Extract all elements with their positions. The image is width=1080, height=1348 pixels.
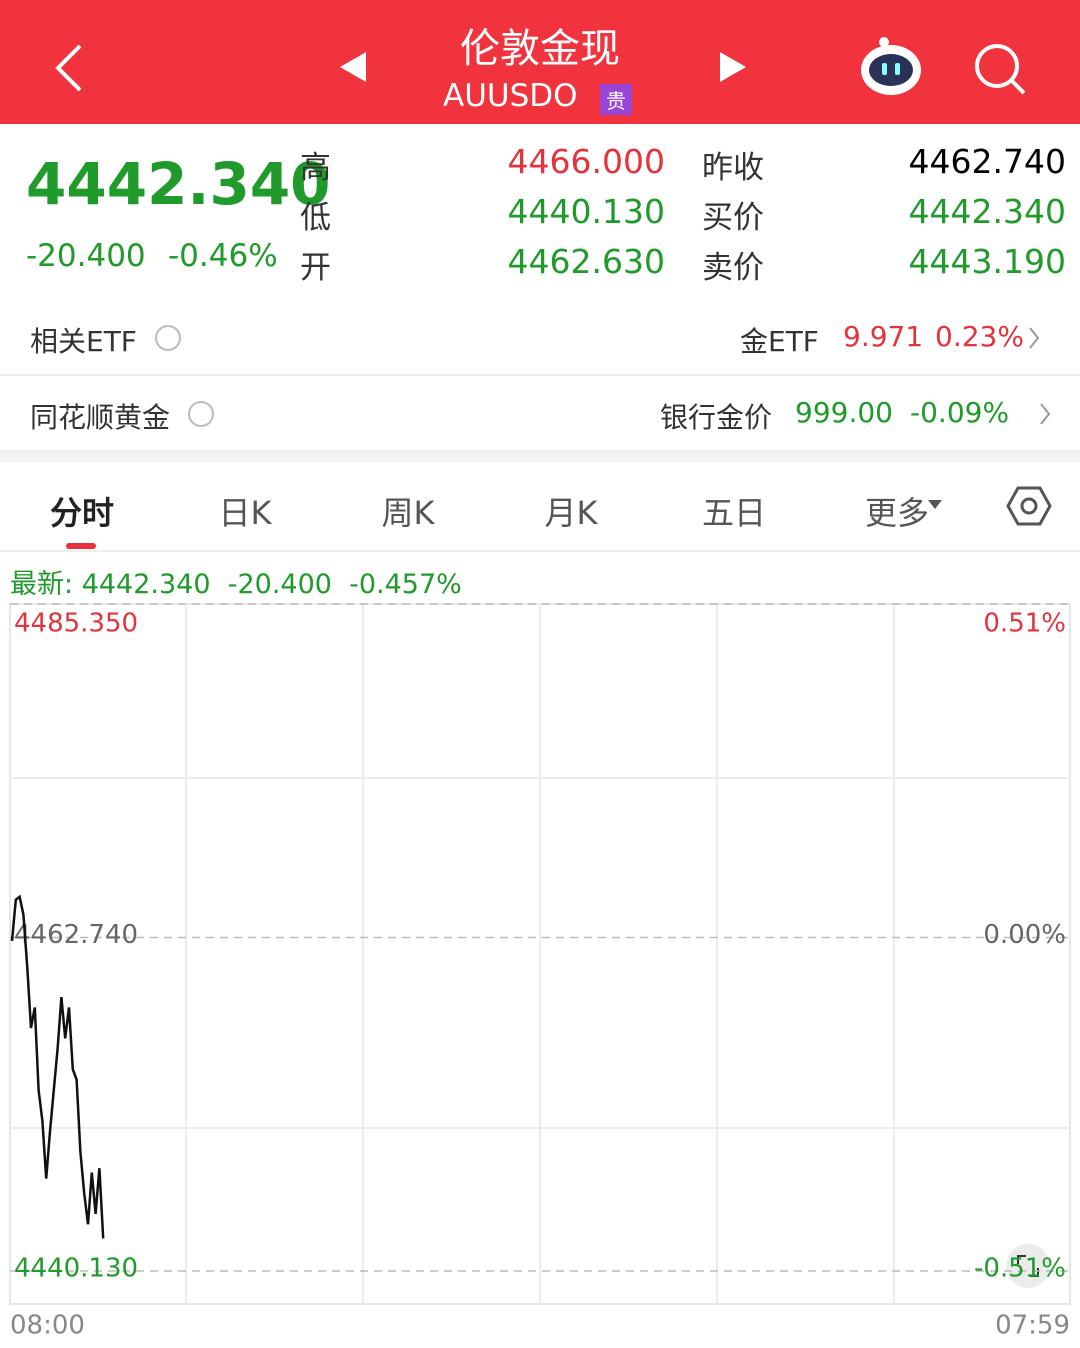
header: 伦敦金现 AUUSDO 贵 [0,0,1080,124]
search[interactable] [975,44,1026,95]
tab[interactable]: 五日 [701,494,766,532]
grid [10,604,1070,1304]
row-label: 同花顺黄金 [30,401,171,434]
stat-value: 4443.190 [908,242,1066,281]
symbol: AUUSDO [443,78,578,114]
bank-row[interactable]: 同花顺黄金 银行金价 999.00 -0.09% [0,376,1080,452]
stat-value: 4466.000 [507,142,665,181]
price-line [10,894,105,1239]
tab[interactable]: 更多 [864,494,929,532]
y-tick-label: 4485.350 [14,609,138,639]
y2-tick-label: 0.51% [983,609,1066,639]
y-tick-label: 4440.130 [14,1254,138,1284]
tab-indicator [66,543,96,549]
change: -20.400 [26,238,146,274]
tab[interactable]: 日K [218,494,272,532]
x-tick-label: 07:59 [995,1311,1070,1341]
tab[interactable]: 分时 [49,494,114,532]
stat-label: 开 [300,250,331,286]
settings[interactable] [1006,486,1052,526]
y2-tick-label: -0.51% [974,1254,1066,1284]
header-icons [55,37,1026,95]
robot[interactable] [861,37,921,95]
x-tick-label: 08:00 [10,1311,85,1341]
latest-price: 4442.340 [81,569,211,600]
row-icons [188,401,1051,427]
tab[interactable]: 周K [381,494,435,532]
row-icons [155,325,1040,351]
stat-label: 买价 [702,200,764,236]
stat-value: 4462.740 [908,142,1066,181]
y2-tick-label: 0.00% [983,920,1066,950]
stat-value: 4440.130 [507,192,665,231]
stat-label: 低 [300,200,331,236]
stat-label: 卖价 [702,250,764,286]
y-tick-label: 4462.740 [14,920,138,950]
row-value: 9.971 [843,320,924,353]
latest: 最新: 4442.340 -20.400 -0.457% [10,562,462,601]
row-value: 999.00 [795,396,893,429]
change-pct: -0.46% [168,238,278,274]
tab[interactable]: 月K [544,494,598,532]
etf-row[interactable]: 相关ETF 金ETF 9.971 0.23% [0,300,1080,376]
title: 伦敦金现 [460,26,620,72]
price: 4442.340 [26,150,331,218]
row-pct: 0.23% [935,320,1024,353]
divider [0,452,1080,462]
latest-label: 最新: [10,569,74,600]
row-item: 银行金价 [660,401,773,434]
row-item: 金ETF [740,325,819,358]
stat-label: 昨收 [702,150,764,186]
row-pct: -0.09% [910,396,1010,429]
tab-icons [0,486,1080,552]
latest-pct: -0.457% [349,569,462,600]
row-label: 相关ETF [30,325,137,358]
back[interactable] [55,44,82,92]
next[interactable] [720,52,746,82]
prev[interactable] [340,52,366,82]
stat-label: 高 [300,150,331,186]
expand-icon[interactable] [1006,1244,1050,1288]
latest-change: -20.400 [227,569,332,600]
badge: 贵 [600,84,632,115]
more-arrow[interactable] [928,500,942,509]
stat-value: 4462.630 [507,242,665,281]
stat-value: 4442.340 [908,192,1066,231]
